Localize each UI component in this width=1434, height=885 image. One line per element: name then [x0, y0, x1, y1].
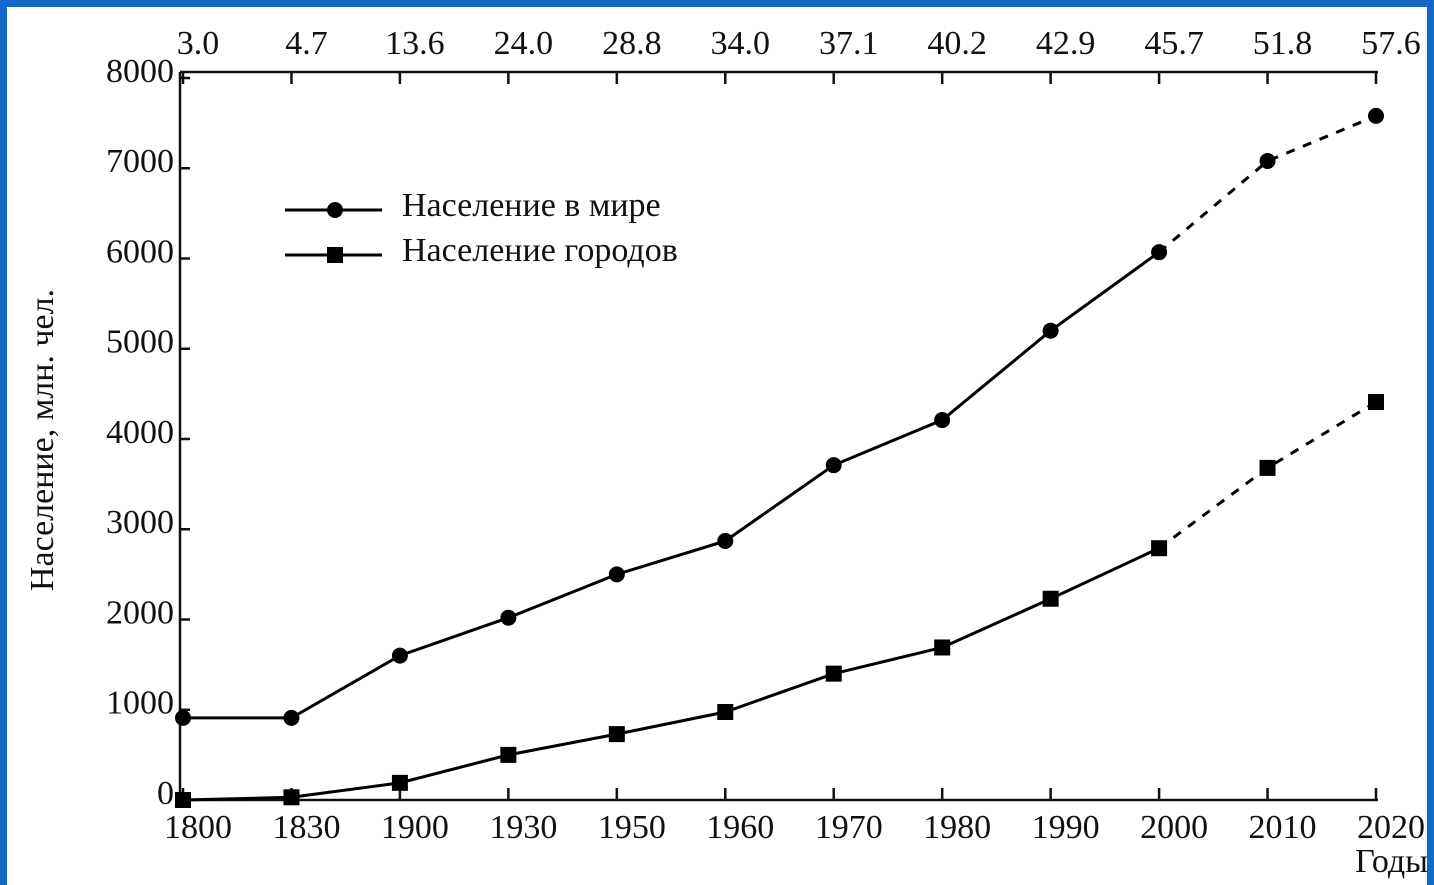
data-point — [1151, 540, 1168, 557]
legend-label: Население городов — [402, 232, 678, 269]
data-point — [283, 709, 300, 726]
x-tick-label: 2000 — [1140, 809, 1208, 846]
top-label: 13.6 — [385, 25, 445, 62]
data-point — [1368, 393, 1384, 410]
y-tick-label: 2000 — [106, 594, 174, 631]
data-point — [175, 792, 191, 808]
x-tick-label: 1800 — [164, 809, 232, 846]
data-point — [717, 704, 734, 721]
data-point — [391, 647, 408, 664]
x-tick-label: 1980 — [923, 809, 991, 846]
top-label: 51.8 — [1253, 25, 1313, 62]
x-tick-label: 2010 — [1249, 809, 1317, 846]
y-tick-label: 5000 — [106, 324, 174, 361]
x-tick-label: 2020 — [1357, 809, 1425, 846]
x-tick-label: 1990 — [1032, 809, 1100, 846]
y-tick-label: 8000 — [106, 53, 174, 90]
data-point — [608, 726, 625, 743]
top-label: 28.8 — [602, 25, 662, 62]
y-tick-label: 1000 — [106, 685, 174, 722]
top-label: 42.9 — [1036, 25, 1096, 62]
legend-label: Население в мире — [402, 187, 661, 224]
data-point — [934, 639, 951, 656]
data-point — [608, 566, 625, 583]
chart-background — [7, 7, 1427, 885]
y-tick-label: 0 — [157, 775, 174, 812]
x-tick-label: 1970 — [815, 809, 883, 846]
x-tick-label: 1900 — [381, 809, 449, 846]
data-point — [1368, 107, 1384, 124]
x-tick-label: 1960 — [706, 809, 774, 846]
top-label: 57.6 — [1361, 25, 1421, 62]
x-axis-label: Годы — [1355, 843, 1428, 880]
top-label: 37.1 — [819, 25, 879, 62]
y-tick-label: 7000 — [106, 143, 174, 180]
data-point — [1151, 244, 1168, 261]
x-tick-label: 1830 — [272, 809, 340, 846]
x-tick-label: 1930 — [489, 809, 557, 846]
data-point — [717, 532, 734, 549]
data-point — [1042, 322, 1059, 339]
data-point — [175, 709, 191, 726]
data-point — [1259, 459, 1276, 476]
top-label: 3.0 — [177, 25, 220, 62]
data-point — [934, 412, 951, 429]
legend-marker — [327, 247, 343, 263]
data-point — [283, 789, 300, 806]
y-tick-label: 6000 — [106, 233, 174, 270]
data-point — [1042, 590, 1059, 607]
forecast-line — [1158, 114, 1377, 254]
top-label: 34.0 — [711, 25, 771, 62]
data-point — [391, 774, 408, 791]
y-axis-label: Население, млн. чел. — [24, 289, 61, 591]
data-point — [500, 609, 517, 626]
data-point — [1259, 153, 1276, 170]
data-point — [500, 746, 517, 763]
top-label: 40.2 — [927, 25, 987, 62]
y-tick-label: 3000 — [106, 504, 174, 541]
series-line — [183, 250, 1160, 720]
x-tick-label: 1950 — [598, 809, 666, 846]
legend-marker — [327, 202, 343, 218]
top-label: 4.7 — [285, 25, 328, 62]
top-label: 24.0 — [494, 25, 554, 62]
series-line — [182, 546, 1160, 802]
top-label: 45.7 — [1144, 25, 1204, 62]
data-point — [825, 665, 842, 682]
data-point — [825, 457, 842, 474]
y-tick-label: 4000 — [106, 414, 174, 451]
